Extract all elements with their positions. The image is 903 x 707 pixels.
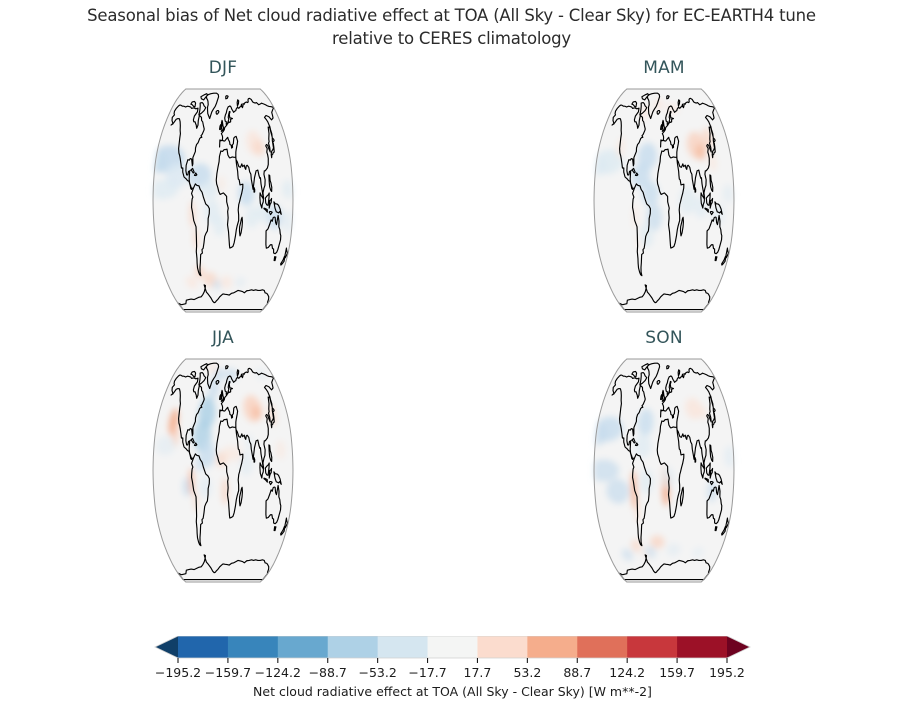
colorbar-tick-label: −17.7 — [408, 665, 446, 680]
suptitle-line-2: relative to CERES climatology — [332, 29, 571, 48]
colorbar-tick-label: 124.2 — [609, 665, 645, 680]
colorbar-tick-label: 17.7 — [464, 665, 492, 680]
colorbar-tick-label: −195.2 — [155, 665, 201, 680]
colorbar-tick-label: 159.7 — [659, 665, 695, 680]
panel-title-mam: MAM — [643, 58, 685, 78]
colorbar-axis-label: Net cloud radiative effect at TOA (All S… — [253, 684, 652, 699]
colorbar-tick-label: 53.2 — [513, 665, 541, 680]
panel-title-djf: DJF — [208, 58, 238, 78]
map-jja — [14, 358, 432, 583]
colorbar-tick-label: 88.7 — [563, 665, 591, 680]
panel-title-jja: JJA — [212, 328, 234, 348]
panel-son: SON — [455, 328, 873, 583]
map-mam — [455, 88, 873, 313]
colorbar-tick-label: 195.2 — [709, 665, 745, 680]
panel-djf: DJF — [14, 58, 432, 313]
colorbar-tick-label: −124.2 — [255, 665, 301, 680]
colorbar-tick-label: −88.7 — [309, 665, 347, 680]
colorbar-tick-label: −53.2 — [358, 665, 396, 680]
panel-mam: MAM — [455, 58, 873, 313]
figure-suptitle: Seasonal bias of Net cloud radiative eff… — [0, 4, 903, 50]
map-son — [455, 358, 873, 583]
map-djf — [14, 88, 432, 313]
colorbar-tick-label: −159.7 — [205, 665, 251, 680]
colorbar: −195.2 −159.7 −124.2 −88.7 −53.2 −17.7 17.7 53.… — [0, 636, 903, 707]
suptitle-line-1: Seasonal bias of Net cloud radiative eff… — [87, 6, 816, 25]
panel-jja: JJA — [14, 328, 432, 583]
panel-title-son: SON — [645, 328, 683, 348]
